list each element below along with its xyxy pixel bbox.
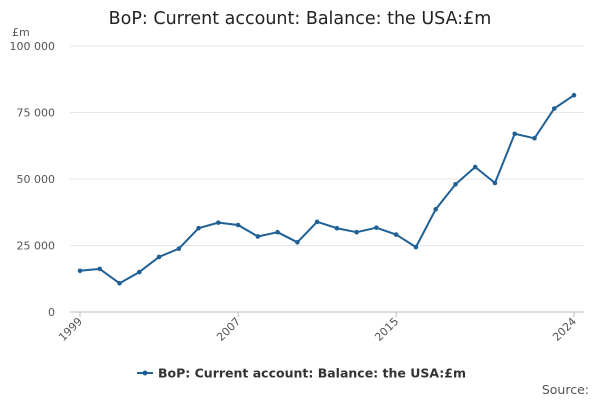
x-tick-label: 2007 xyxy=(214,315,243,344)
chart-title: BoP: Current account: Balance: the USA:£… xyxy=(109,9,492,29)
x-tick-label: 1999 xyxy=(56,315,85,344)
data-point xyxy=(136,269,142,275)
x-tick-label: 2024 xyxy=(550,315,579,344)
data-point xyxy=(453,182,458,187)
data-point xyxy=(77,268,83,274)
data-point xyxy=(255,234,261,239)
series-group xyxy=(77,92,577,286)
data-point xyxy=(571,92,577,98)
data-point xyxy=(295,240,300,245)
y-tick-label: 0 xyxy=(48,306,55,319)
y-unit-label: £m xyxy=(12,26,30,39)
data-point xyxy=(413,244,419,250)
legend-point-marker xyxy=(142,370,148,376)
source-label: Source: xyxy=(542,382,589,397)
y-axis-ticks: 0 25 000 50 000 75 000 100 000 xyxy=(10,40,56,319)
data-point xyxy=(97,266,103,272)
data-point xyxy=(275,229,280,235)
data-point xyxy=(176,246,182,251)
data-point xyxy=(156,254,162,260)
data-point xyxy=(433,207,438,212)
y-tick-label: 50 000 xyxy=(17,173,56,186)
gridlines xyxy=(70,45,584,246)
legend: BoP: Current account: Balance: the USA:£… xyxy=(137,366,466,381)
data-point xyxy=(314,219,320,225)
data-point xyxy=(551,106,557,111)
data-point xyxy=(512,131,518,137)
data-point xyxy=(334,225,340,231)
data-point xyxy=(393,232,399,237)
y-tick-label: 75 000 xyxy=(17,107,56,120)
x-tick-label: 2015 xyxy=(372,315,401,344)
data-point xyxy=(196,225,201,231)
legend-label: BoP: Current account: Balance: the USA:£… xyxy=(158,366,466,381)
series-layer xyxy=(77,92,577,286)
data-point xyxy=(492,180,498,186)
data-point xyxy=(117,280,122,286)
y-tick-label: 25 000 xyxy=(17,240,56,253)
data-point xyxy=(354,229,359,235)
data-point xyxy=(532,136,537,141)
data-point xyxy=(216,220,221,225)
data-point xyxy=(374,225,379,230)
data-point xyxy=(235,222,241,228)
y-tick-label: 100 000 xyxy=(10,40,56,53)
x-axis: 1999 2007 2015 2024 xyxy=(56,311,584,344)
data-point xyxy=(472,164,478,170)
series-line xyxy=(79,94,575,285)
